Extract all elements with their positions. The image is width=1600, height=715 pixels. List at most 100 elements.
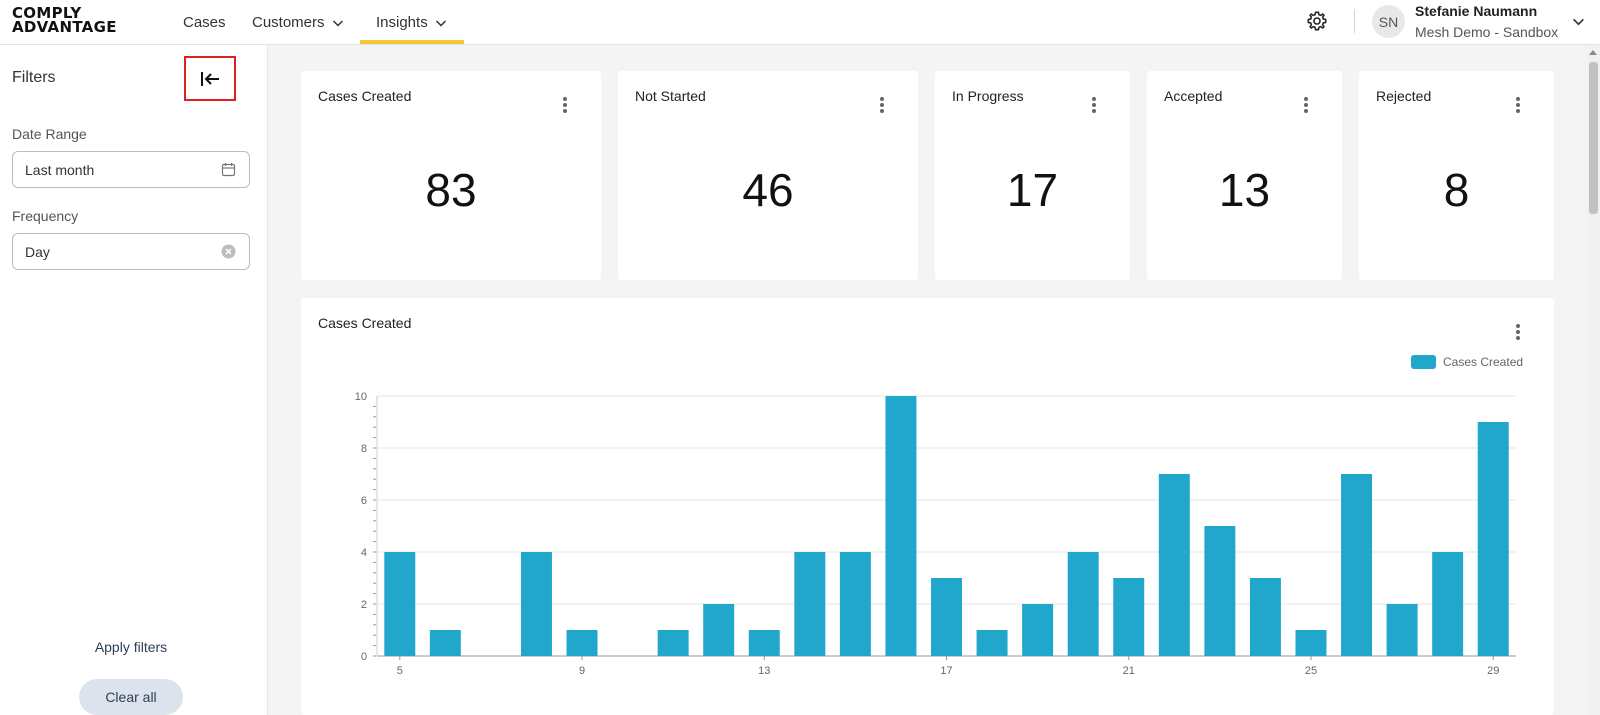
kpi-card-accepted: Accepted 13 <box>1147 71 1342 280</box>
user-name[interactable]: Stefanie Naumann <box>1415 3 1538 19</box>
x-tick-label: 21 <box>1123 665 1135 677</box>
bar <box>1158 474 1190 656</box>
bar <box>839 552 871 656</box>
kpi-value: 46 <box>742 164 794 216</box>
x-tick-label: 29 <box>1487 665 1499 677</box>
nav-insights-label: Insights <box>376 14 428 31</box>
chart-title: Cases Created <box>318 315 412 331</box>
collapse-sidebar-button[interactable] <box>184 56 236 101</box>
bar <box>657 630 689 656</box>
bar <box>384 552 416 656</box>
kpi-title: Cases Created <box>318 88 412 104</box>
date-range-value: Last month <box>25 161 95 178</box>
y-tick-label: 4 <box>361 547 367 559</box>
kpi-title: In Progress <box>952 88 1024 104</box>
y-tick-label: 10 <box>355 391 367 403</box>
more-options-icon[interactable] <box>1300 95 1312 115</box>
bar <box>1386 604 1418 656</box>
bar <box>566 630 598 656</box>
x-tick-label: 5 <box>397 665 403 677</box>
user-organization[interactable]: Mesh Demo - Sandbox <box>1415 24 1559 40</box>
filters-sidebar: Filters Date Range Last month Frequency … <box>0 45 268 715</box>
apply-filters-button[interactable]: Apply filters <box>94 639 168 655</box>
bar <box>1113 578 1145 656</box>
chevron-down-icon <box>435 19 446 27</box>
bar <box>1477 422 1509 656</box>
bar <box>703 604 735 656</box>
bar <box>1295 630 1327 656</box>
more-options-icon[interactable] <box>1088 95 1100 115</box>
nav-cases[interactable]: Cases <box>183 0 226 45</box>
frequency-field[interactable]: Day <box>12 233 250 270</box>
avatar-initials: SN <box>1378 13 1399 30</box>
kpi-value: 13 <box>1218 164 1271 216</box>
collapse-left-icon <box>201 71 219 86</box>
more-options-icon[interactable] <box>876 95 888 115</box>
active-nav-indicator <box>360 40 464 44</box>
x-tick-label: 25 <box>1305 665 1317 677</box>
kpi-card-not-started: Not Started 46 <box>618 71 918 280</box>
kpi-value: 17 <box>1006 164 1059 216</box>
y-tick-label: 2 <box>361 599 367 611</box>
bar <box>748 630 780 656</box>
top-navigation-bar: COMPLY ADVANTAGE Cases Customers Insight… <box>0 0 1600 45</box>
clear-all-button[interactable]: Clear all <box>79 679 183 715</box>
date-range-field[interactable]: Last month <box>12 151 250 188</box>
bar <box>931 578 962 656</box>
nav-insights[interactable]: Insights <box>376 0 447 45</box>
nav-cases-label: Cases <box>183 14 226 31</box>
scrollbar-thumb[interactable] <box>1589 62 1598 214</box>
logo-line-1: COMPLY <box>12 4 82 22</box>
vertical-scrollbar[interactable] <box>1587 45 1600 715</box>
bar <box>1022 604 1054 656</box>
bar <box>1341 474 1373 656</box>
bar <box>885 396 917 656</box>
chart-legend[interactable]: Cases Created <box>1411 355 1523 369</box>
more-options-icon[interactable] <box>559 95 571 115</box>
chevron-down-icon[interactable] <box>1572 15 1585 28</box>
kpi-title: Not Started <box>635 88 706 104</box>
gear-icon[interactable] <box>1306 10 1328 32</box>
avatar[interactable]: SN <box>1372 5 1405 38</box>
kpi-title: Accepted <box>1164 88 1223 104</box>
kpi-value: 8 <box>1443 164 1470 216</box>
kpi-card-rejected: Rejected 8 <box>1359 71 1554 280</box>
chevron-down-icon <box>332 19 343 27</box>
kpi-value: 83 <box>425 164 477 216</box>
y-tick-label: 0 <box>361 651 367 663</box>
scroll-up-arrow-icon[interactable] <box>1589 50 1597 55</box>
x-tick-label: 13 <box>758 665 770 677</box>
frequency-value: Day <box>25 243 50 260</box>
bar <box>1249 578 1281 656</box>
bar <box>1432 552 1464 656</box>
y-tick-label: 8 <box>361 443 367 455</box>
kpi-card-in-progress: In Progress 17 <box>935 71 1130 280</box>
legend-swatch <box>1411 355 1436 369</box>
nav-customers[interactable]: Customers <box>252 0 344 45</box>
more-options-icon[interactable] <box>1512 322 1524 342</box>
cases-created-chart-card: Cases Created Cases Created 0 2 4 6 8 10 5 9 13 1… <box>301 298 1554 715</box>
header-divider <box>1354 9 1355 33</box>
frequency-label: Frequency <box>12 208 79 224</box>
bar-chart: 0 2 4 6 8 10 5 9 13 17 21 25 29 <box>355 391 1516 677</box>
x-tick-label: 9 <box>579 665 585 677</box>
kpi-card-cases-created: Cases Created 83 <box>301 71 601 280</box>
bar <box>429 630 461 656</box>
filters-title: Filters <box>12 69 56 86</box>
comply-advantage-logo[interactable]: COMPLY ADVANTAGE <box>12 4 117 36</box>
bar <box>1204 526 1236 656</box>
bar <box>520 552 552 656</box>
clear-circle-icon[interactable] <box>221 244 236 259</box>
x-tick-label: 17 <box>940 665 952 677</box>
bar <box>1067 552 1099 656</box>
nav-customers-label: Customers <box>252 14 325 31</box>
y-tick-label: 6 <box>361 495 367 507</box>
logo-line-2: ADVANTAGE <box>12 18 117 36</box>
calendar-icon[interactable] <box>221 162 236 177</box>
legend-label: Cases Created <box>1443 355 1524 369</box>
bar <box>976 630 1008 656</box>
more-options-icon[interactable] <box>1512 95 1524 115</box>
bar <box>794 552 826 656</box>
kpi-title: Rejected <box>1376 88 1432 104</box>
date-range-label: Date Range <box>12 126 87 142</box>
